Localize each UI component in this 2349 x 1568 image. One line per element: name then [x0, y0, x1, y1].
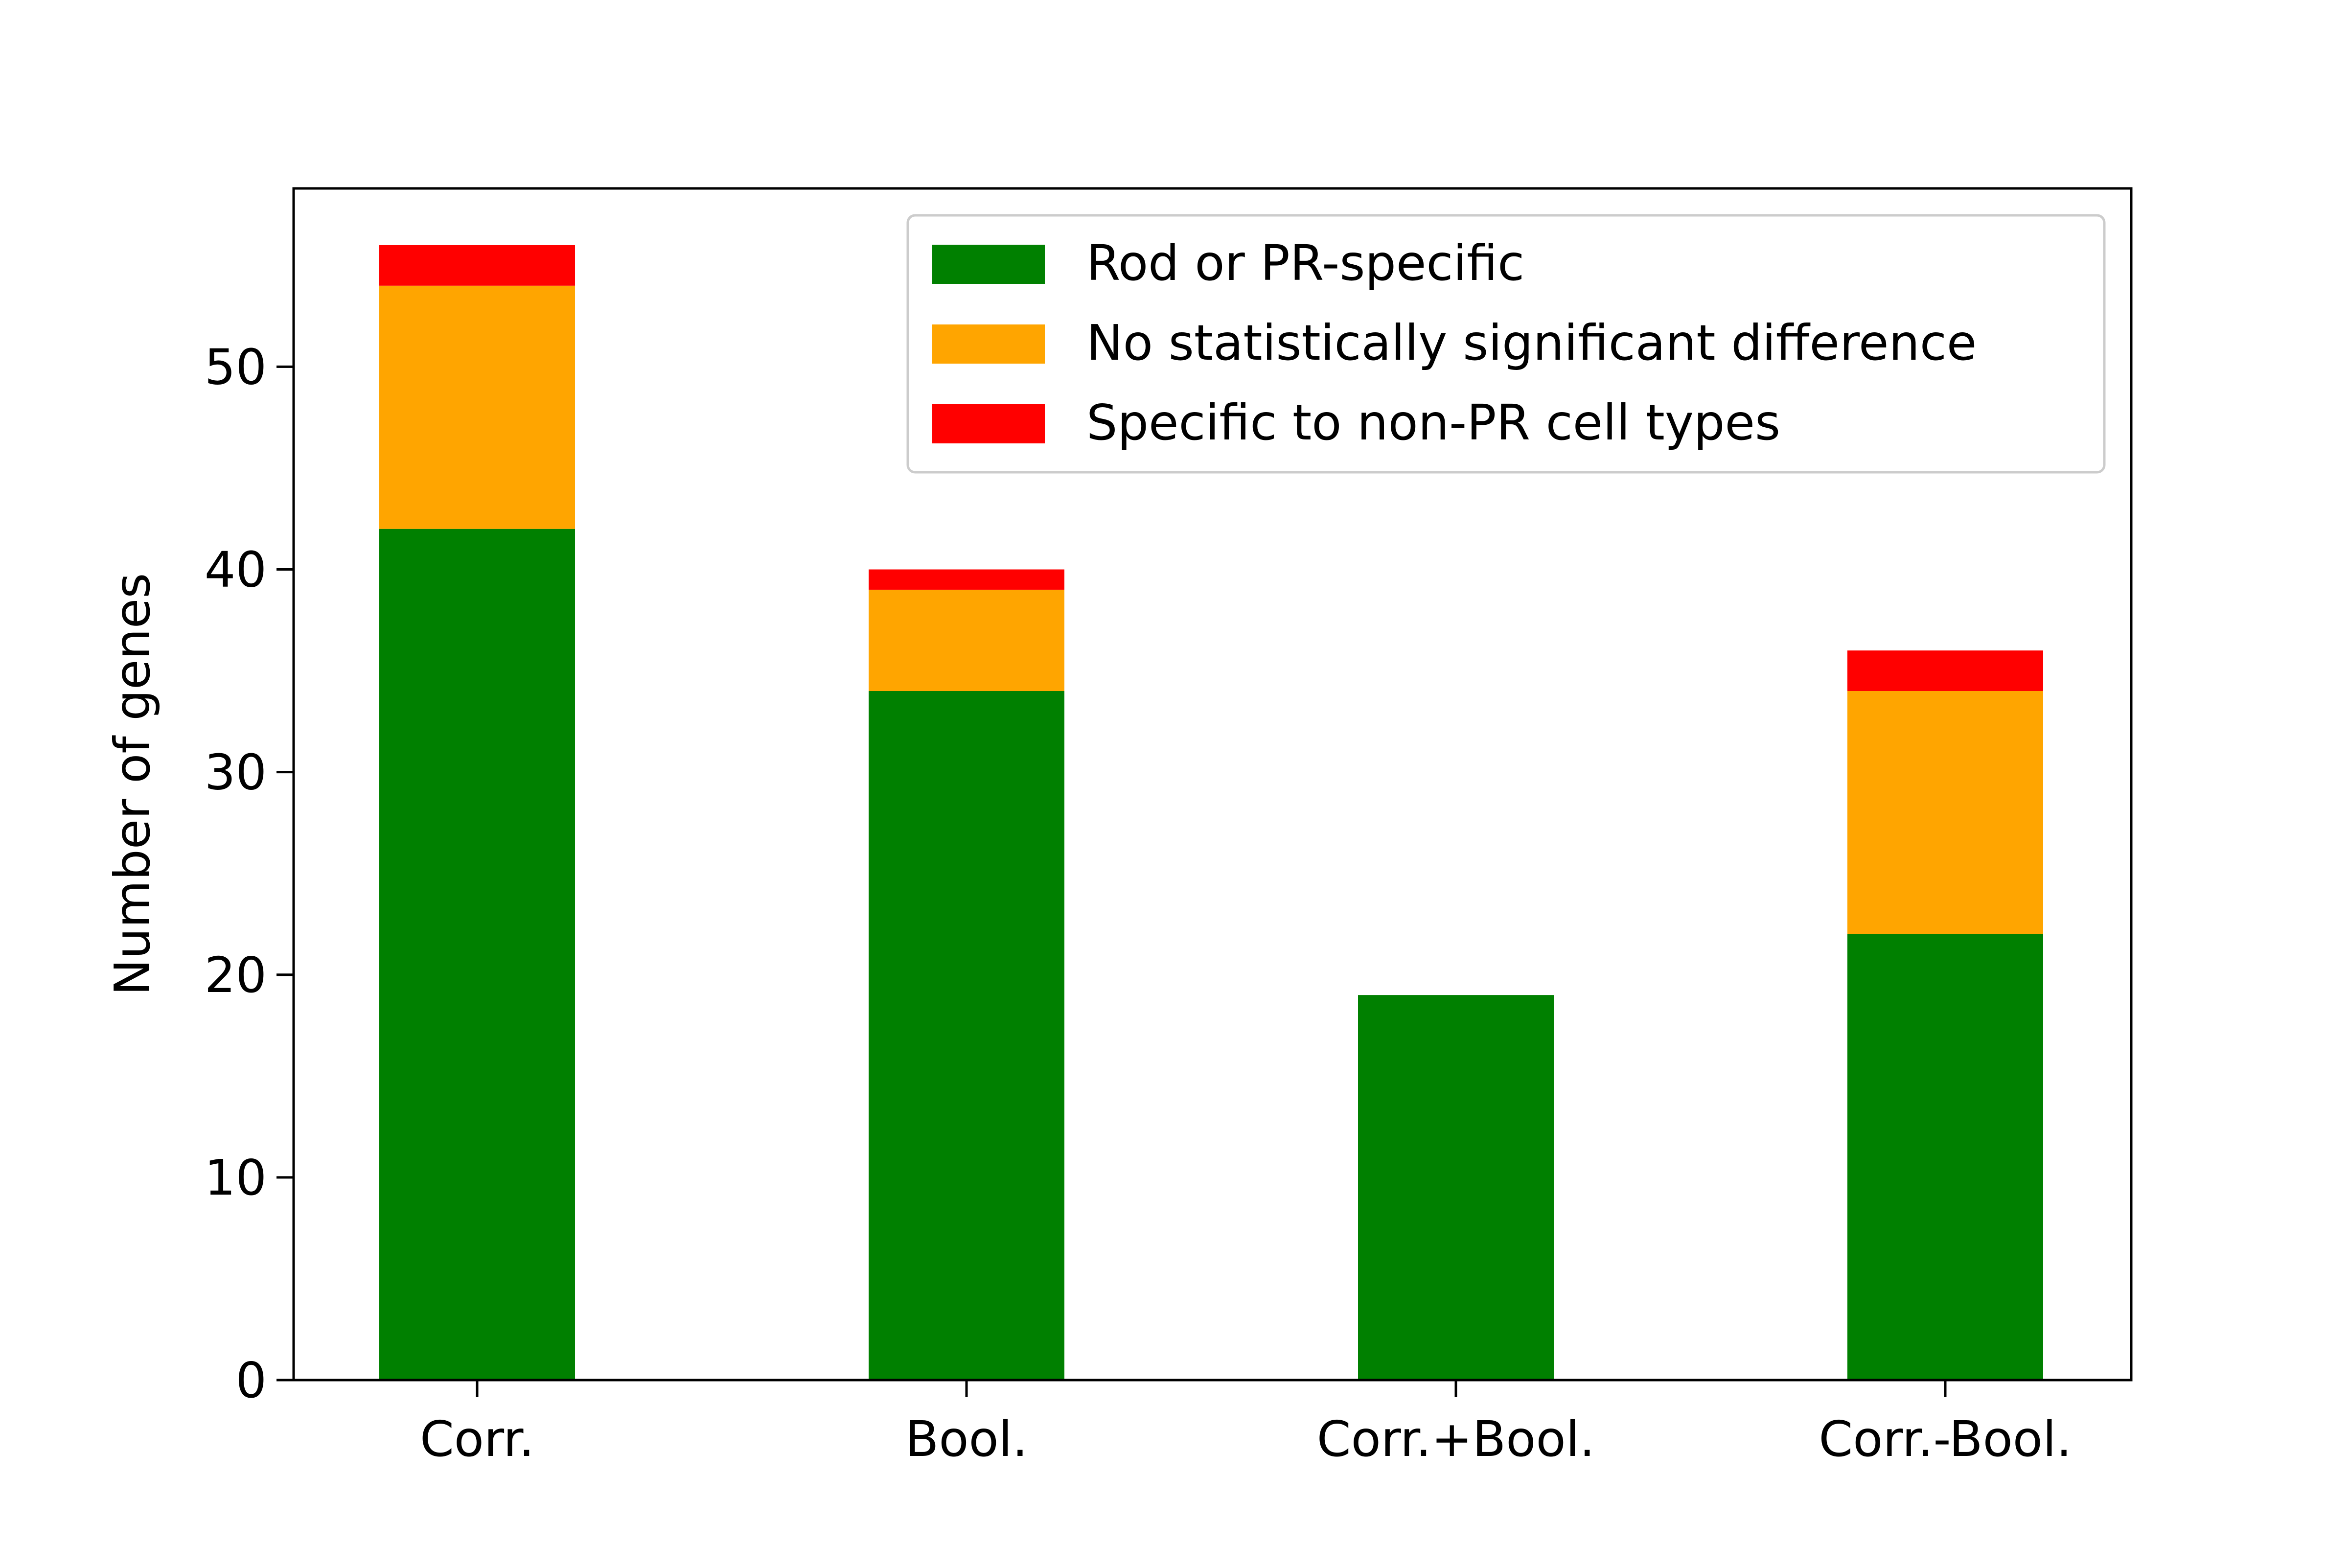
- bar-3-4: [1847, 650, 2043, 692]
- y-axis: 0 10 20 30 40 50: [205, 338, 294, 1409]
- legend-label-1: Rod or PR-specific: [1086, 234, 1524, 292]
- legend-label-3: Specific to non-PR cell types: [1086, 394, 1780, 451]
- y-tick-label: 0: [235, 1352, 267, 1409]
- legend-swatch-2: [932, 324, 1045, 364]
- bar-3-2: [869, 569, 1064, 590]
- y-tick-label: 20: [205, 946, 267, 1004]
- legend-swatch-3: [932, 404, 1045, 443]
- y-tick-label: 40: [205, 541, 267, 599]
- bar-2-1: [379, 285, 575, 529]
- bar-2-2: [869, 589, 1064, 692]
- y-tick-label: 50: [205, 338, 267, 395]
- y-tick-label: 10: [205, 1149, 267, 1206]
- x-tick-label: Corr.+Bool.: [1317, 1410, 1595, 1468]
- bars-layer: [379, 245, 2043, 1380]
- legend-box: [906, 214, 2106, 474]
- x-tick-label: Bool.: [905, 1410, 1028, 1468]
- y-axis-label: Number of genes: [104, 573, 161, 996]
- y-tick-label: 30: [205, 744, 267, 801]
- x-axis: Corr. Bool. Corr.+Bool. Corr.-Bool.: [420, 1380, 2072, 1468]
- legend: Rod or PR-specific No statistically signi…: [906, 214, 2106, 474]
- legend-label-2: No statistically significant difference: [1086, 314, 1977, 371]
- bar-2-4: [1847, 691, 2043, 934]
- legend-swatch-1: [932, 245, 1045, 284]
- bar-1-4: [1847, 934, 2043, 1380]
- bar-1-2: [869, 691, 1064, 1380]
- bar-3-1: [379, 245, 575, 286]
- x-tick-label: Corr.: [420, 1410, 534, 1468]
- bar-1-1: [379, 529, 575, 1380]
- bar-1-3: [1358, 995, 1554, 1380]
- plot-frame: [292, 187, 2133, 1382]
- x-tick-label: Corr.-Bool.: [1819, 1410, 2072, 1468]
